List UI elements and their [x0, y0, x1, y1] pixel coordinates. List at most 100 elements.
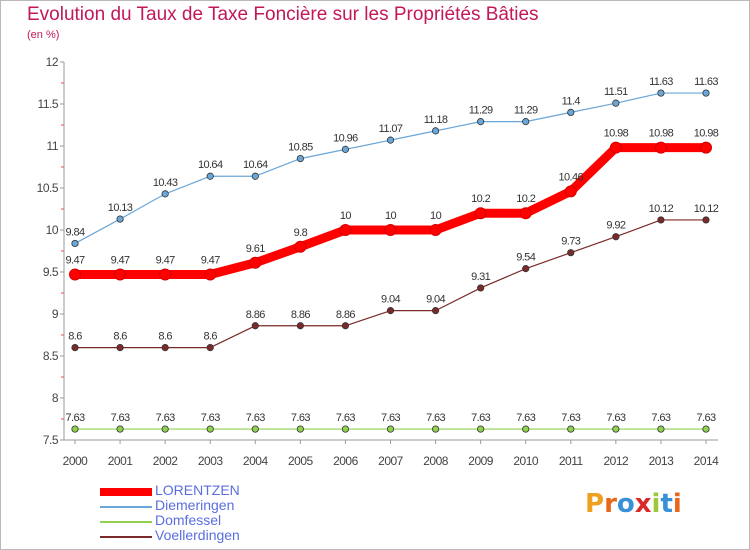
data-label: 9.54 — [516, 252, 535, 264]
data-point — [206, 343, 214, 352]
data-label: 7.63 — [111, 412, 130, 424]
x-tick-label: 2014 — [694, 454, 720, 468]
data-point — [161, 190, 169, 198]
data-point — [612, 425, 620, 433]
data-label: 8.86 — [291, 309, 310, 321]
data-label: 7.63 — [201, 412, 220, 424]
logo-letter: i — [651, 489, 661, 519]
legend-label: Domfessel — [155, 512, 222, 528]
data-label: 8.86 — [336, 309, 355, 321]
x-tick-label: 2000 — [63, 454, 89, 468]
legend-swatch — [100, 521, 152, 523]
data-label: 9.84 — [65, 226, 84, 238]
data-point — [71, 343, 79, 352]
data-label: 11.29 — [469, 105, 493, 117]
data-point — [384, 224, 397, 236]
data-label: 7.63 — [606, 412, 625, 424]
data-point — [206, 425, 214, 433]
x-tick-label: 2009 — [468, 454, 494, 468]
data-label: 10.98 — [604, 128, 629, 140]
data-point — [339, 224, 352, 236]
data-point — [386, 307, 395, 315]
logo-letter: t — [660, 489, 673, 519]
data-label: 11.18 — [424, 114, 448, 126]
data-point — [567, 108, 575, 117]
legend-label: Voellerdingen — [155, 527, 240, 543]
data-label: 8.6 — [68, 331, 82, 343]
data-label: 10 — [385, 210, 397, 222]
x-tick-label: 2005 — [288, 454, 314, 468]
data-point — [296, 322, 304, 330]
y-tick-label: 11 — [47, 139, 59, 153]
data-point — [204, 268, 217, 281]
legend-swatch — [100, 506, 152, 508]
data-label: 7.63 — [516, 412, 535, 424]
series-line-voellerdingen — [74, 219, 707, 349]
data-label: 9.92 — [606, 220, 625, 232]
data-point — [522, 265, 530, 273]
data-label: 9.73 — [561, 236, 580, 248]
data-point — [564, 185, 577, 198]
x-tick-label: 2004 — [243, 454, 269, 468]
data-label: 10.85 — [288, 142, 313, 154]
data-point — [431, 127, 440, 135]
data-point — [702, 89, 710, 97]
y-tick-label: 9 — [52, 307, 59, 321]
data-label: 10.2 — [471, 193, 490, 205]
logo-letter: P — [585, 489, 605, 519]
data-label: 7.63 — [381, 412, 400, 424]
x-tick-label: 2006 — [333, 454, 359, 468]
data-point — [477, 118, 485, 126]
data-point — [161, 343, 169, 352]
data-point — [612, 99, 620, 107]
data-label: 11.4 — [562, 95, 581, 107]
data-label: 10.13 — [108, 202, 133, 214]
data-label: 10.64 — [198, 159, 223, 171]
data-point — [702, 425, 710, 433]
data-label: 9.04 — [426, 294, 445, 306]
data-point — [609, 141, 622, 154]
data-point — [251, 425, 259, 433]
data-point — [657, 89, 665, 97]
x-tick-label: 2011 — [559, 454, 584, 468]
data-label: 7.63 — [246, 412, 265, 424]
data-point — [477, 284, 485, 292]
logo-letter: x — [634, 489, 652, 519]
x-tick-label: 2001 — [108, 454, 134, 468]
x-tick-label: 2013 — [649, 454, 675, 468]
data-label: 11.29 — [514, 105, 538, 117]
data-label: 10.2 — [516, 193, 535, 205]
data-point — [341, 145, 350, 153]
data-label: 9.47 — [111, 255, 130, 267]
x-tick-label: 2012 — [604, 454, 630, 468]
data-point — [567, 425, 575, 433]
data-point — [116, 215, 124, 223]
data-label: 7.63 — [696, 412, 715, 424]
y-tick-label: 7.5 — [43, 433, 59, 447]
proxiti-logo: Proxiti — [585, 489, 682, 519]
data-label: 10.64 — [243, 159, 268, 171]
data-label: 9.47 — [201, 255, 220, 267]
data-label: 11.63 — [649, 76, 673, 88]
data-point — [249, 256, 262, 269]
data-point — [522, 425, 530, 433]
legend-swatch — [100, 488, 152, 496]
data-point — [474, 207, 487, 220]
x-tick-label: 2007 — [378, 454, 404, 468]
data-point — [341, 425, 350, 433]
logo-letter: i — [672, 489, 682, 519]
data-label: 11.07 — [379, 123, 403, 135]
data-point — [612, 233, 620, 241]
data-label: 7.63 — [426, 412, 445, 424]
data-label: 7.63 — [291, 412, 310, 424]
data-point — [116, 425, 124, 433]
data-point — [386, 136, 395, 144]
data-point — [71, 425, 79, 433]
data-point — [519, 207, 532, 220]
data-point — [657, 216, 665, 224]
data-label: 8.6 — [203, 331, 217, 343]
data-point — [251, 172, 259, 180]
y-tick-label: 9.5 — [43, 265, 59, 279]
data-point — [296, 155, 304, 163]
data-label: 7.63 — [156, 412, 175, 424]
